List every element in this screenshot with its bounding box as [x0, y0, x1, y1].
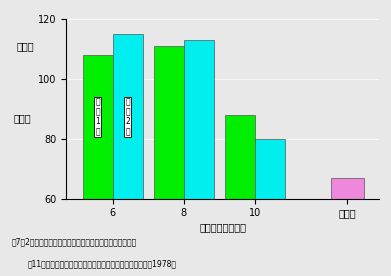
Text: 副
梢
2
本: 副 梢 2 本 — [125, 98, 130, 136]
Bar — [184, 40, 213, 199]
Bar — [255, 139, 285, 199]
Bar — [83, 55, 113, 199]
Bar — [225, 115, 255, 199]
Text: 図7－2　ハウス栽培のジベレリン処理デラウェアにおける: 図7－2 ハウス栽培のジベレリン処理デラウェアにおける — [12, 237, 137, 246]
X-axis label: 残した葉数（枚）: 残した葉数（枚） — [199, 223, 246, 233]
Bar — [113, 34, 143, 199]
Bar — [154, 46, 184, 199]
Text: 副
梢
1
本: 副 梢 1 本 — [95, 98, 100, 136]
Y-axis label: 着粒数: 着粒数 — [17, 42, 35, 52]
Text: （個）: （個） — [14, 113, 32, 123]
Text: 、11葉期の摘心の強弱が着粒数に及ぼす影響　（植田ら　1978）: 、11葉期の摘心の強弱が着粒数に及ぼす影響 （植田ら 1978） — [27, 259, 176, 269]
Bar — [331, 178, 364, 199]
